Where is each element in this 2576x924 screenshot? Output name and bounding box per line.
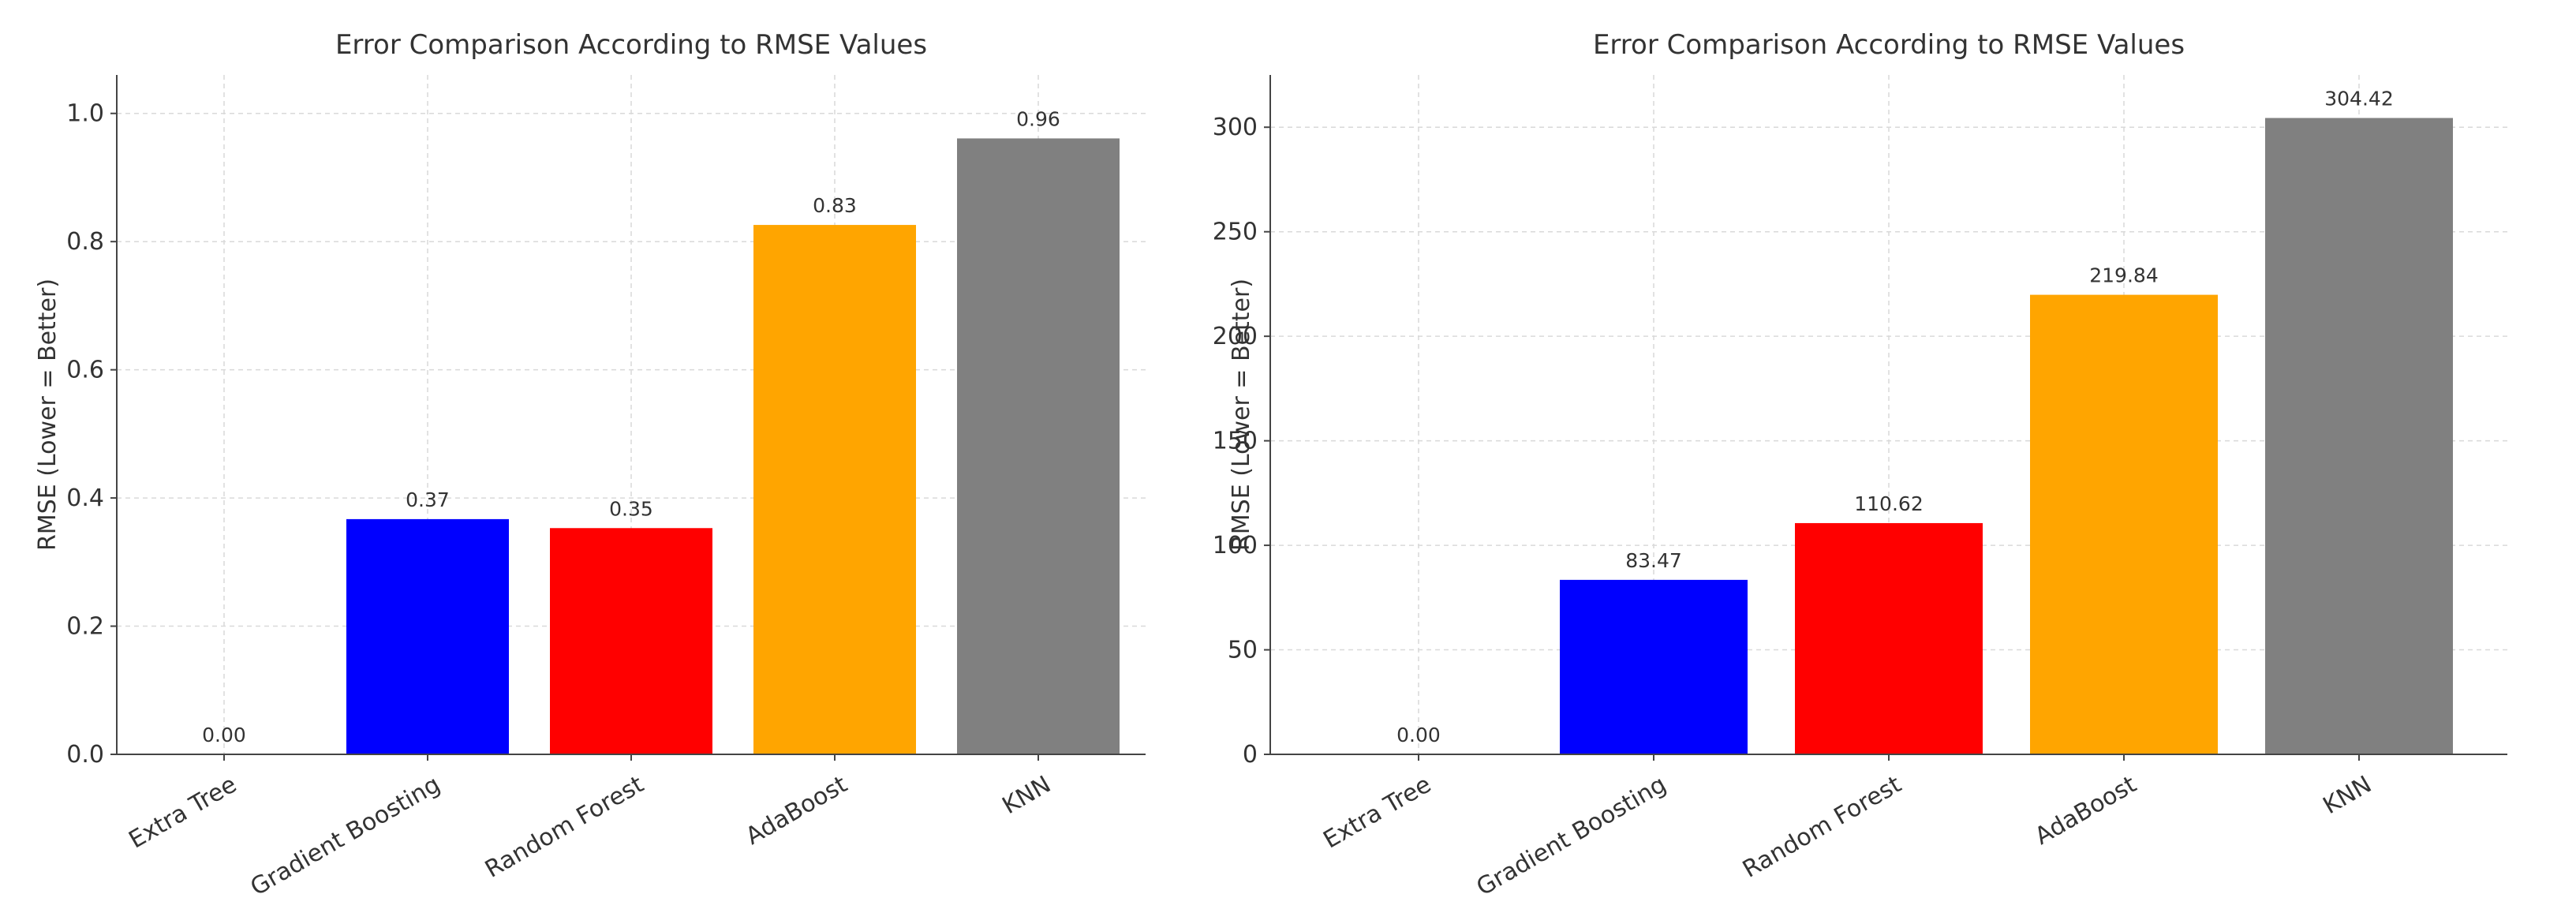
bar-knn (2265, 118, 2453, 754)
value-label: 0.00 (202, 724, 246, 746)
y-tick-label: 0.4 (66, 484, 104, 512)
bar-random-forest (1795, 522, 1983, 754)
bar-gradient-boosting (1560, 579, 1748, 754)
x-tick-label: AdaBoost (2030, 771, 2141, 851)
y-tick-label: 100 (1213, 532, 1258, 559)
y-tick-label: 0.2 (66, 613, 104, 641)
y-axis-label: RMSE (Lower = Better) (1228, 279, 1255, 551)
value-label: 0.83 (813, 194, 857, 217)
x-tick-label: Extra Tree (125, 771, 241, 855)
bar-adaboost (753, 225, 916, 754)
x-tick-label: KNN (998, 771, 1056, 821)
value-label: 0.96 (1016, 107, 1060, 130)
x-tick-label: Extra Tree (1319, 771, 1436, 855)
y-axis-label: RMSE (Lower = Better) (34, 279, 62, 551)
x-tick-label: Gradient Boosting (246, 771, 445, 902)
y-tick-label: 1.0 (66, 100, 104, 128)
chart-right: 0.00 83.47 110.62 219.84 304.42 0 50 100 150 200 2… (1213, 29, 2507, 902)
value-label: 0.00 (1396, 724, 1441, 746)
chart-left: 0.00 0.37 0.35 0.83 0.96 0.0 0.2 0.4 0.6 0.8 1.0 Ex… (34, 29, 1146, 902)
y-tick-label: 0.0 (66, 741, 104, 769)
bar-gradient-boosting (346, 518, 509, 754)
y-tick-label: 200 (1213, 323, 1258, 350)
value-label: 110.62 (1854, 492, 1923, 515)
chart-title: Error Comparison According to RMSE Value… (335, 29, 927, 61)
y-tick-label: 0.8 (66, 228, 104, 256)
bar-knn (957, 138, 1120, 754)
value-label: 83.47 (1625, 549, 1682, 572)
bar-adaboost (2030, 294, 2218, 754)
y-tick-label: 0.6 (66, 357, 104, 384)
y-tick-label: 250 (1213, 219, 1258, 246)
y-tick-label: 300 (1213, 114, 1258, 141)
value-label: 304.42 (2324, 88, 2393, 110)
x-tick-label: AdaBoost (741, 771, 852, 851)
x-tick-label: Random Forest (480, 771, 649, 884)
y-tick-label: 150 (1213, 428, 1258, 455)
value-label: 219.84 (2089, 264, 2158, 287)
x-tick-label: KNN (2319, 771, 2376, 821)
chart-title: Error Comparison According to RMSE Value… (1593, 29, 2185, 61)
x-tick-label: Gradient Boosting (1472, 771, 1671, 902)
y-tick-label: 50 (1228, 637, 1258, 664)
y-tick-label: 0 (1243, 741, 1258, 769)
x-tick-label: Random Forest (1738, 771, 1906, 884)
bar-random-forest (550, 528, 712, 754)
value-label: 0.37 (406, 488, 450, 511)
value-label: 0.35 (609, 497, 653, 520)
